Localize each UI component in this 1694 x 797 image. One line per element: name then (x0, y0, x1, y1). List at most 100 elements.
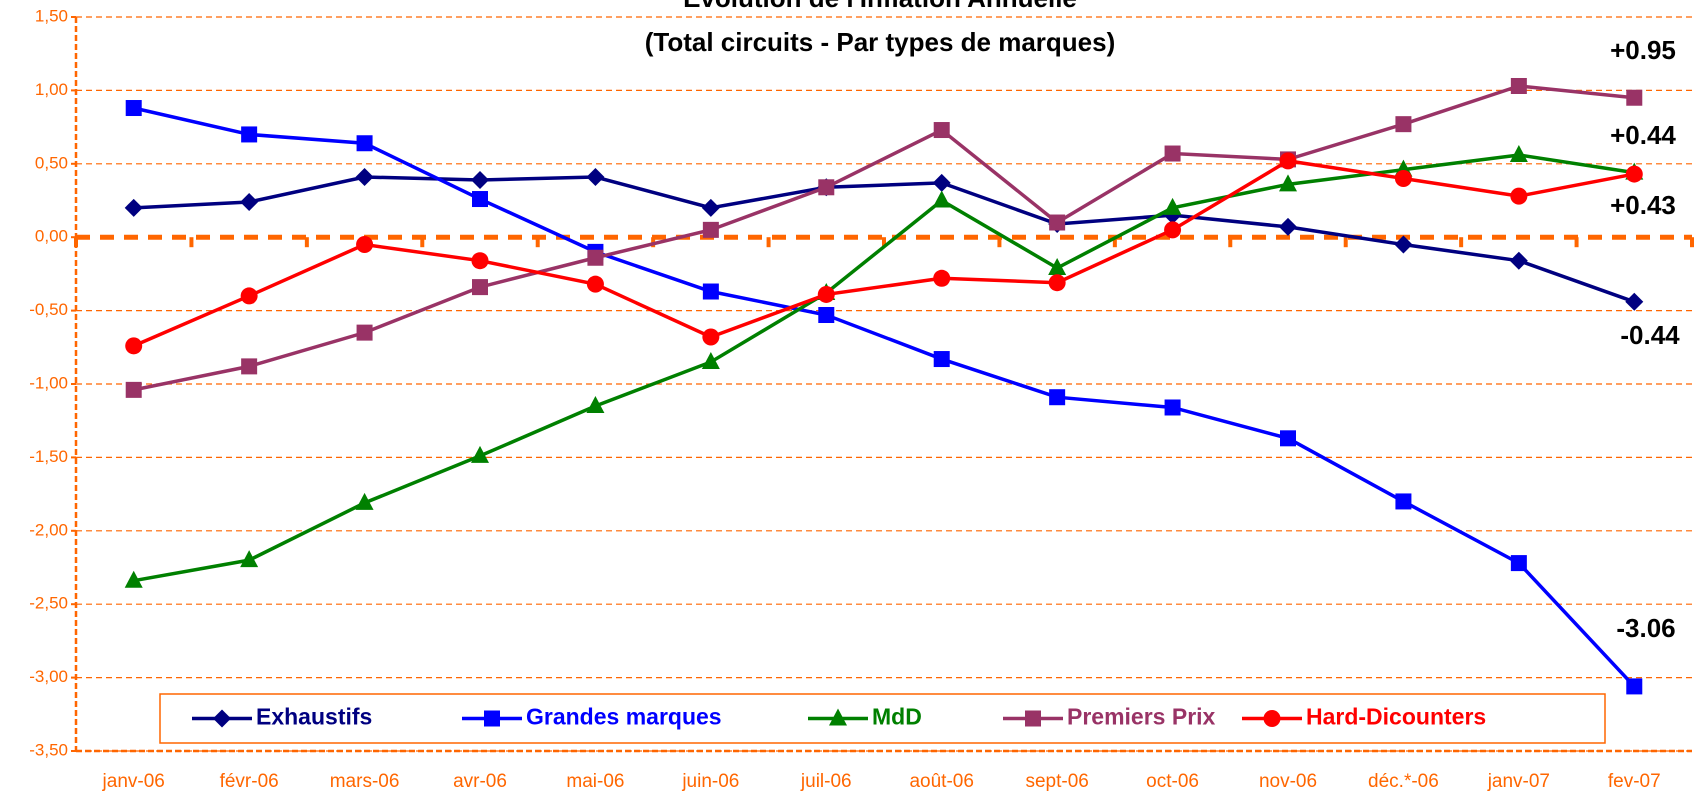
marker (484, 710, 500, 727)
annotation: +0.44 (1610, 120, 1676, 150)
y-tick-label: 1,50 (35, 6, 68, 25)
marker (817, 285, 835, 303)
marker (1049, 214, 1066, 231)
marker (356, 324, 373, 341)
x-tick-label: juil-06 (800, 771, 852, 792)
x-tick-label: avr-06 (453, 771, 507, 792)
y-tick-label: -0,50 (29, 300, 68, 319)
marker (1625, 165, 1643, 183)
marker (701, 351, 720, 369)
marker (1279, 174, 1297, 192)
y-tick-label: 1,00 (35, 80, 68, 99)
y-tick-label: -1,50 (29, 447, 68, 466)
x-tick-label: mai-06 (566, 771, 624, 792)
marker (587, 249, 604, 266)
series-line (133, 153, 1635, 583)
marker (932, 173, 951, 192)
marker (125, 100, 142, 117)
annotation: -0.44 (1620, 320, 1680, 350)
marker (472, 279, 488, 296)
x-tick-label: sept-06 (1025, 771, 1088, 792)
marker (240, 192, 259, 211)
x-tick-label: août-06 (909, 771, 973, 792)
marker (1509, 144, 1528, 162)
marker (932, 190, 951, 208)
annotation: +0.43 (1610, 190, 1676, 220)
marker (933, 351, 950, 368)
marker (471, 252, 489, 270)
legend-label: Exhaustifs (256, 704, 372, 730)
marker (472, 191, 488, 208)
marker (241, 126, 258, 143)
marker (1279, 152, 1297, 170)
y-tick-label: -2,00 (29, 520, 68, 539)
marker (213, 709, 231, 728)
marker (1509, 251, 1528, 270)
marker (1510, 187, 1528, 205)
series-line (133, 159, 1635, 348)
annotation: -3.06 (1616, 613, 1675, 643)
marker (1048, 274, 1066, 292)
legend-label: MdD (872, 704, 922, 730)
marker (240, 550, 259, 568)
x-tick-label: janv-06 (102, 771, 165, 792)
marker (702, 221, 719, 238)
x-tick-label: juin-06 (681, 771, 739, 792)
y-tick-label: -1,00 (29, 373, 68, 392)
marker (586, 396, 605, 414)
x-tick-label: janv-07 (1487, 771, 1550, 792)
marker (1395, 116, 1412, 133)
marker (356, 135, 373, 152)
y-tick-label: 0,50 (35, 153, 68, 172)
marker (1164, 145, 1181, 162)
marker (1625, 292, 1644, 311)
legend-label: Grandes marques (526, 704, 722, 730)
marker (701, 198, 720, 217)
marker (241, 358, 258, 375)
series-line (133, 84, 1635, 392)
marker (818, 307, 835, 324)
marker (124, 570, 143, 588)
legend-label: Hard-Dicounters (1306, 704, 1486, 730)
x-tick-label: déc.*-06 (1368, 771, 1439, 792)
y-tick-label: -2,50 (29, 594, 68, 613)
marker (702, 283, 719, 300)
series-line (133, 175, 1635, 304)
x-tick-label: févr-06 (220, 771, 279, 792)
x-tick-label: oct-06 (1146, 771, 1199, 792)
y-tick-label: -3,00 (29, 667, 68, 686)
marker (1049, 389, 1066, 406)
marker (933, 122, 950, 139)
marker (1394, 235, 1413, 254)
marker (933, 269, 951, 287)
marker (125, 337, 143, 355)
series-line (133, 106, 1636, 688)
marker (829, 708, 847, 726)
marker (356, 236, 374, 254)
marker (1164, 221, 1182, 239)
x-tick-label: mars-06 (330, 771, 400, 792)
marker (471, 445, 489, 463)
x-tick-label: nov-06 (1259, 771, 1317, 792)
x-tick-label: fev-07 (1608, 771, 1661, 792)
marker (1263, 710, 1281, 727)
marker (818, 179, 835, 196)
marker (124, 198, 143, 217)
marker (1164, 399, 1181, 416)
marker (1280, 430, 1296, 447)
annotation: +0.95 (1610, 35, 1676, 65)
marker (355, 492, 374, 510)
marker (1510, 77, 1527, 94)
y-tick-label: -3,50 (29, 740, 68, 759)
chart-title: Evolution de l'Inflation Annuelle (683, 0, 1077, 13)
chart-subtitle: (Total circuits - Par types de marques) (645, 27, 1116, 57)
marker (471, 170, 489, 189)
marker (1025, 710, 1041, 727)
y-tick-label: 0,00 (35, 227, 68, 246)
marker (355, 168, 374, 187)
marker (1626, 678, 1643, 695)
marker (1279, 217, 1297, 236)
marker (702, 328, 720, 346)
